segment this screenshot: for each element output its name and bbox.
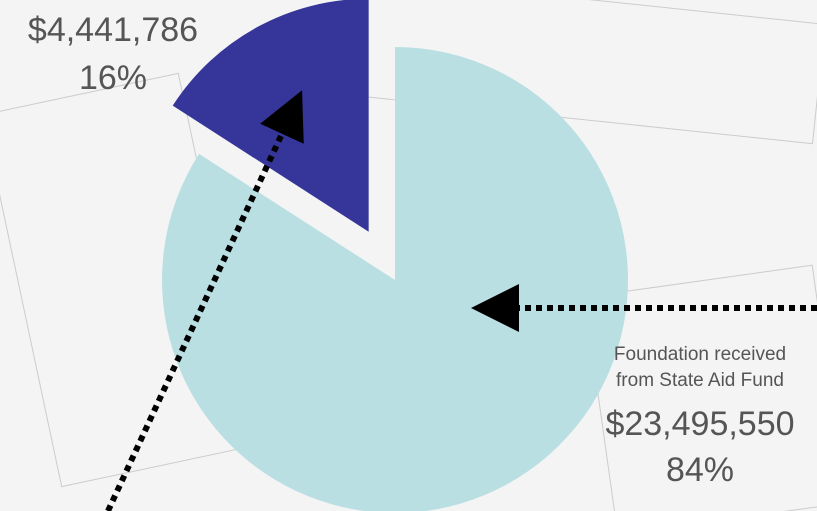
percent-label: 84% — [665, 451, 735, 489]
pie-slice — [162, 47, 628, 511]
value-label: $23,495,550 — [605, 405, 795, 443]
arrow — [105, 90, 304, 511]
category-label: Foundation received from State Aid Fund — [613, 344, 787, 391]
value-label: $4,441,786 — [27, 11, 199, 49]
pie — [162, 0, 628, 511]
percent-label: 16% — [78, 59, 148, 97]
